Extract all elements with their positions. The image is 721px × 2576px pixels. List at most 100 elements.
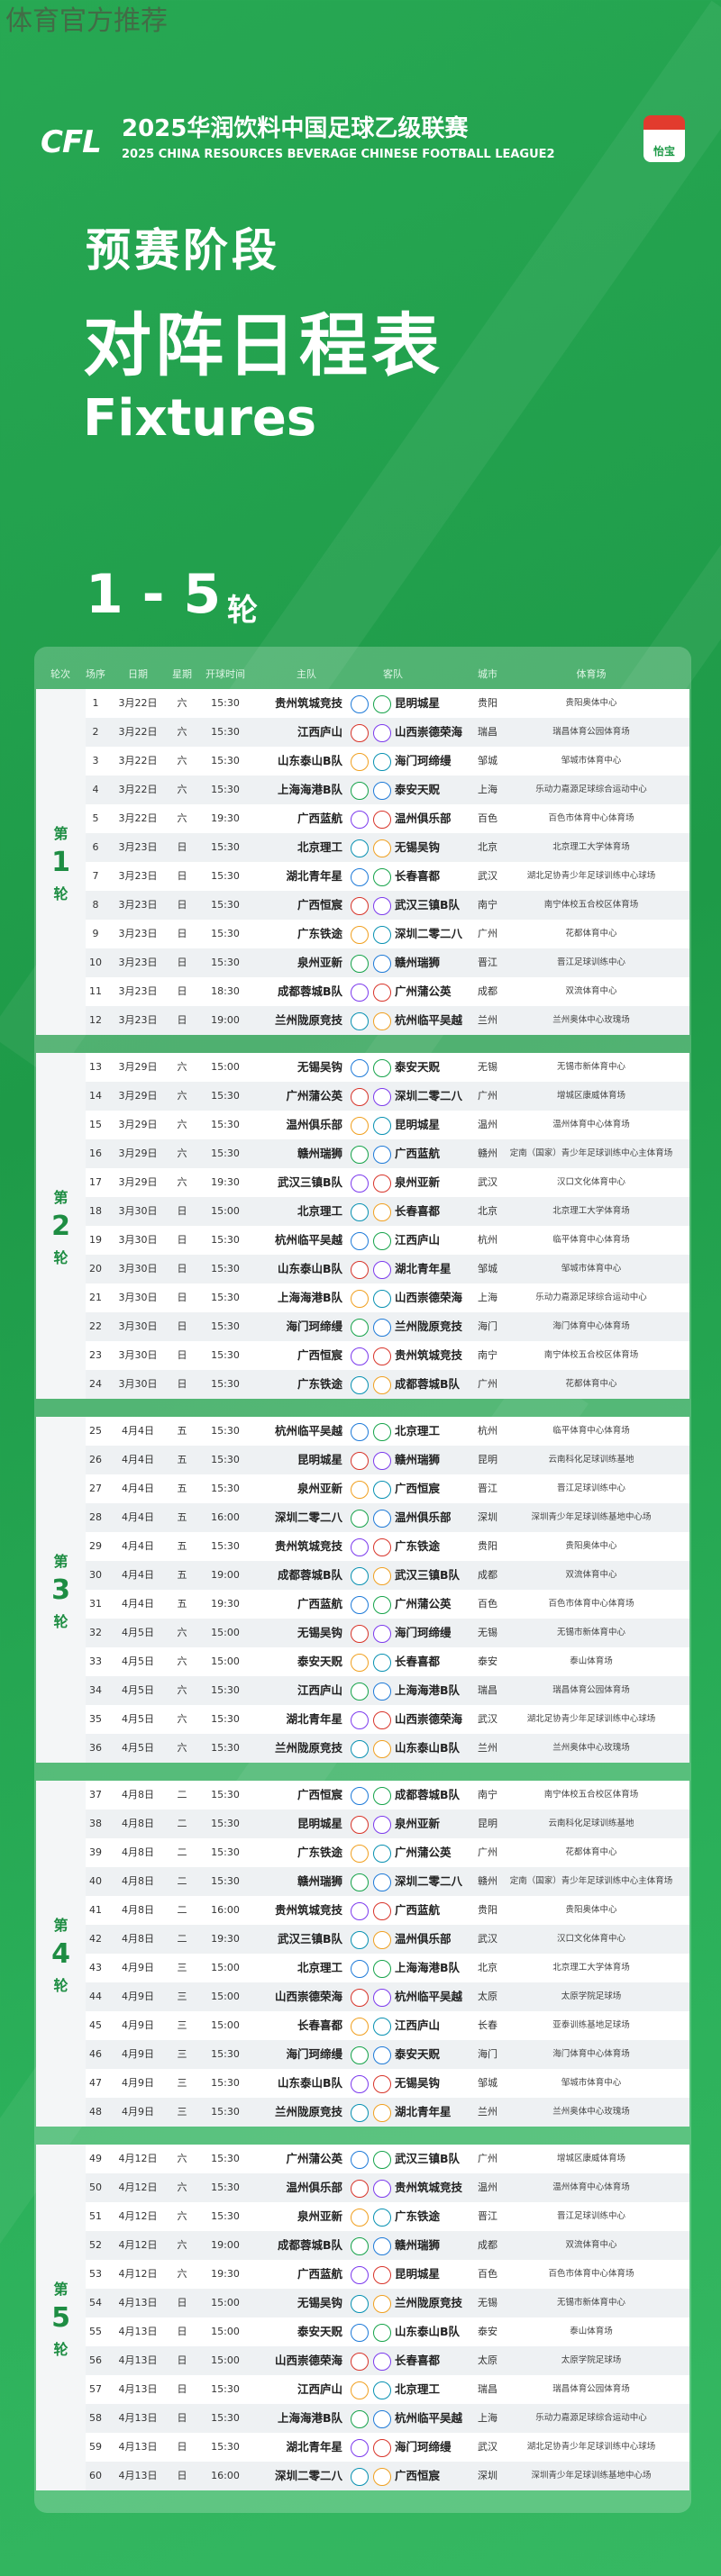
kickoff-time: 15:30	[211, 2048, 240, 2060]
away-logo	[373, 1740, 391, 1758]
kickoff-time: 15:00	[211, 1627, 240, 1638]
home-team: 湖北青年星	[286, 1712, 342, 1726]
match-row: 36 4月5日 六 15:30 兰州陇原竞技 山东泰山B队 兰州 兰州奥体中心玫瑰场	[86, 1734, 689, 1763]
match-row: 26 4月4日 五 15:30 昆明城星 赣州瑞狮 昆明 云南科化足球训练基地	[86, 1446, 689, 1474]
kickoff-time: 15:00	[211, 2354, 240, 2366]
away-logo	[373, 724, 391, 742]
match-row: 39 4月8日 二 15:30 广东铁途 广州蒲公英 广州 花都体育中心	[86, 1838, 689, 1867]
away-team: 昆明城星	[395, 1118, 441, 1131]
match-weekday: 五	[177, 1454, 187, 1465]
away-logo	[373, 1232, 391, 1250]
kickoff-time: 15:30	[211, 1875, 240, 1887]
home-logo	[351, 811, 369, 829]
logo: CFL	[41, 124, 102, 160]
match-weekday: 六	[177, 1090, 187, 1102]
home-logo	[351, 2180, 369, 2198]
home-logo	[351, 1787, 369, 1805]
city: 武汉	[478, 1176, 497, 1188]
home-team: 山西崇德荣海	[274, 2354, 342, 2367]
home-team: 温州俱乐部	[286, 2181, 342, 2194]
away-logo	[373, 1960, 391, 1978]
home-team: 温州俱乐部	[286, 1118, 342, 1131]
match-weekday: 五	[177, 1540, 187, 1552]
match-no: 57	[89, 2383, 102, 2395]
venue: 太原学院足球场	[561, 2355, 622, 2365]
venue: 晋江足球训练中心	[556, 957, 626, 967]
match-row: 34 4月5日 六 15:30 江西庐山 上海海港B队 瑞昌 瑞昌体育公园体育场	[86, 1676, 689, 1705]
match-date: 4月13日	[118, 2441, 158, 2453]
match-date: 4月12日	[118, 2210, 158, 2222]
city: 邹城	[478, 755, 497, 766]
away-logo	[373, 2104, 391, 2122]
round-label: 第 2 轮	[36, 1053, 86, 1399]
kickoff-time: 15:30	[211, 1234, 240, 1246]
home-logo	[351, 1873, 369, 1891]
match-no: 41	[89, 1904, 102, 1916]
home-team: 昆明城星	[297, 1817, 342, 1830]
away-team: 上海海港B队	[395, 1961, 461, 1974]
venue: 贵阳奥体中心	[565, 1905, 617, 1915]
home-team: 上海海港B队	[277, 2411, 342, 2425]
round-number: 1	[51, 846, 70, 878]
match-weekday: 三	[177, 1991, 187, 2002]
away-logo	[373, 2468, 391, 2486]
match-no: 45	[89, 2019, 102, 2031]
column-header: 城市	[478, 668, 497, 680]
kickoff-time: 15:30	[211, 1789, 240, 1800]
column-header: 日期	[128, 668, 148, 680]
kickoff-time: 15:30	[211, 1483, 240, 1494]
match-no: 25	[89, 1425, 102, 1437]
round-label: 第 1 轮	[36, 689, 86, 1035]
match-weekday: 六	[177, 1147, 187, 1159]
kickoff-time: 19:00	[211, 2239, 240, 2251]
match-no: 8	[92, 899, 99, 911]
away-logo	[373, 1683, 391, 1701]
away-logo	[373, 782, 391, 800]
home-logo	[351, 1376, 369, 1394]
venue: 云南科化足球训练基地	[548, 1819, 634, 1828]
match-weekday: 日	[177, 2297, 187, 2308]
kickoff-time: 15:30	[211, 2153, 240, 2164]
match-weekday: 二	[177, 1904, 187, 1916]
away-logo	[373, 1567, 391, 1585]
kickoff-time: 15:00	[211, 1205, 240, 1217]
kickoff-time: 19:30	[211, 1933, 240, 1945]
away-logo	[373, 1625, 391, 1643]
venue: 瑞昌体育公园体育场	[552, 1685, 630, 1695]
match-weekday: 三	[177, 2048, 187, 2060]
match-date: 4月12日	[118, 2239, 158, 2251]
home-logo	[351, 1816, 369, 1834]
city: 瑞昌	[478, 1684, 497, 1696]
home-logo	[351, 1423, 369, 1441]
venue: 乐动力嘉源足球综合运动中心	[535, 785, 647, 794]
away-logo	[373, 926, 391, 944]
home-logo	[351, 1510, 369, 1528]
away-team: 湖北青年星	[395, 1262, 452, 1275]
away-team: 兰州陇原竞技	[395, 1320, 463, 1333]
city: 贵阳	[478, 1904, 497, 1916]
home-team: 武汉三镇B队	[277, 1932, 342, 1946]
home-logo	[351, 1319, 369, 1337]
away-team: 山西崇德荣海	[395, 1712, 463, 1726]
away-logo	[373, 839, 391, 857]
match-date: 3月22日	[118, 726, 158, 738]
kickoff-time: 15:00	[211, 2019, 240, 2031]
match-date: 3月30日	[118, 1378, 158, 1390]
city: 成都	[478, 985, 497, 997]
match-row: 42 4月8日 二 19:30 武汉三镇B队 温州俱乐部 武汉 汉口文化体育中心	[86, 1925, 689, 1954]
match-weekday: 五	[177, 1569, 187, 1581]
match-row: 33 4月5日 六 15:00 泰安天贶 长春喜都 泰安 泰山体育场	[86, 1647, 689, 1676]
match-date: 3月29日	[118, 1061, 158, 1073]
city: 兰州	[478, 2106, 497, 2118]
city: 晋江	[478, 957, 497, 968]
away-team: 泉州亚新	[395, 1175, 441, 1189]
home-logo	[351, 1347, 369, 1365]
column-header: 星期	[172, 668, 192, 680]
away-team: 赣州瑞狮	[395, 956, 441, 969]
match-row: 6 3月23日 日 15:30 北京理工 无锡吴钩 北京 北京理工大学体育场	[86, 833, 689, 862]
round-suffix: 轮	[53, 2340, 68, 2358]
city: 成都	[478, 2239, 497, 2251]
match-row: 28 4月4日 五 16:00 深圳二零二八 温州俱乐部 深圳 深圳青少年足球训练基地中心场	[86, 1503, 689, 1532]
match-no: 34	[89, 1684, 102, 1696]
match-row: 49 4月12日 六 15:30 广州蒲公英 武汉三镇B队 广州 增城区康威体育场	[86, 2145, 689, 2173]
